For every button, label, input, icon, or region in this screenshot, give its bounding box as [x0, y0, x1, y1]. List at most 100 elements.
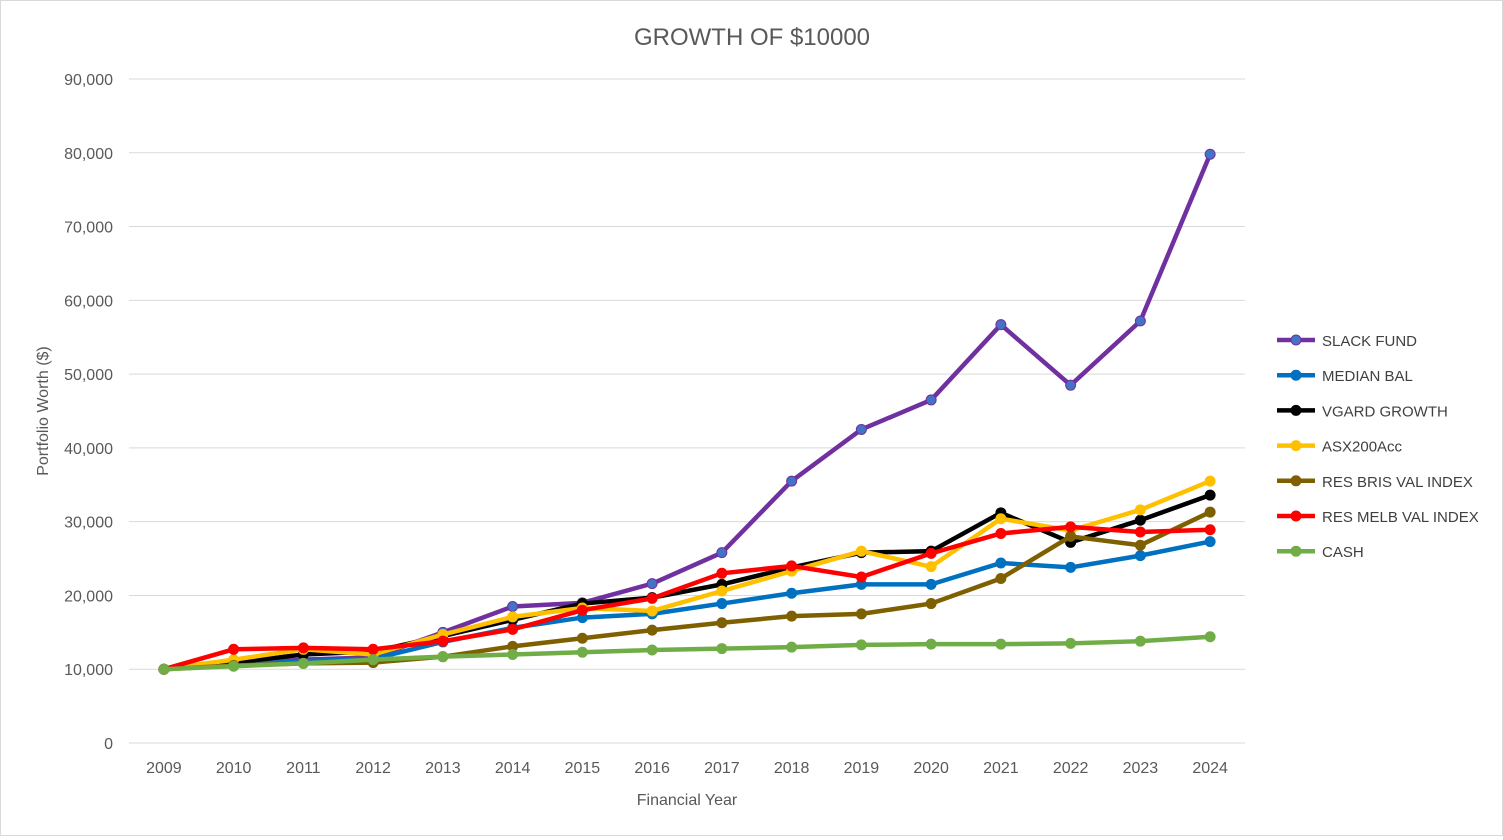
y-tick-label: 80,000 [64, 146, 113, 163]
x-tick-label: 2024 [1192, 760, 1228, 777]
y-tick-label: 0 [104, 736, 113, 753]
data-point [716, 598, 728, 610]
y-axis-label: Portfolio Worth ($) [35, 346, 52, 476]
legend-swatch-marker [1290, 475, 1302, 487]
data-point [1204, 489, 1216, 501]
legend-item: CASH [1277, 544, 1364, 561]
data-point [925, 638, 937, 650]
data-point [1204, 475, 1216, 487]
data-point [228, 660, 240, 672]
data-point [716, 567, 728, 579]
legend-item: VGARD GROWTH [1277, 403, 1448, 420]
data-point [925, 598, 937, 610]
data-point [646, 624, 658, 636]
legend-label: RES MELB VAL INDEX [1322, 509, 1479, 526]
data-point [995, 527, 1007, 539]
data-point [1134, 539, 1146, 551]
legend-swatch-marker [1290, 545, 1302, 557]
data-point [855, 639, 867, 651]
series-cash [158, 631, 1216, 675]
series-layer [158, 148, 1216, 675]
legend-label: MEDIAN BAL [1322, 368, 1413, 385]
data-point [786, 475, 798, 487]
x-tick-label: 2019 [844, 760, 880, 777]
data-point [925, 394, 937, 406]
data-point [716, 643, 728, 655]
data-point [507, 601, 519, 613]
data-point [1134, 504, 1146, 516]
x-tick-label: 2009 [146, 760, 182, 777]
data-point [507, 648, 519, 660]
data-point [925, 578, 937, 590]
data-point [1204, 631, 1216, 643]
data-point [1134, 550, 1146, 562]
x-tick-label: 2010 [216, 760, 252, 777]
data-point [716, 585, 728, 597]
legend-swatch-marker [1290, 404, 1302, 416]
x-tick-label: 2023 [1123, 760, 1159, 777]
x-axis-ticks: 2009 2010 2011 2012 2013 2014 2015 2016 2017 2018… [146, 760, 1228, 777]
y-tick-label: 10,000 [64, 662, 113, 679]
data-point [855, 545, 867, 557]
y-axis-ticks: 0 10,000 20,000 30,000 40,000 50,000 60,000 70,… [64, 72, 113, 753]
x-tick-label: 2022 [1053, 760, 1089, 777]
data-point [716, 547, 728, 559]
data-point [1134, 315, 1146, 327]
x-tick-label: 2013 [425, 760, 461, 777]
data-point [297, 657, 309, 669]
x-tick-label: 2011 [286, 760, 321, 777]
data-point [786, 641, 798, 653]
x-tick-label: 2017 [704, 760, 740, 777]
x-tick-label: 2020 [913, 760, 949, 777]
series-res-melb-val-index [158, 521, 1216, 675]
legend-swatch-marker [1290, 440, 1302, 452]
x-axis-label: Financial Year [637, 792, 738, 809]
x-tick-label: 2014 [495, 760, 531, 777]
y-tick-label: 60,000 [64, 293, 113, 310]
x-tick-label: 2016 [634, 760, 670, 777]
data-point [786, 610, 798, 622]
data-point [925, 547, 937, 559]
legend-item: SLACK FUND [1277, 333, 1417, 350]
data-point [507, 623, 519, 635]
legend-swatch-marker [1290, 510, 1302, 522]
data-point [507, 611, 519, 623]
legend-swatch-marker [1290, 334, 1302, 346]
legend-label: ASX200Acc [1322, 439, 1403, 456]
data-point [1204, 536, 1216, 548]
y-tick-label: 40,000 [64, 441, 113, 458]
data-point [995, 572, 1007, 584]
data-point [437, 635, 449, 647]
data-point [786, 587, 798, 599]
data-point [367, 643, 379, 655]
legend-label: VGARD GROWTH [1322, 403, 1448, 420]
data-point [576, 646, 588, 658]
data-point [855, 571, 867, 583]
data-point [367, 654, 379, 666]
data-point [1134, 514, 1146, 526]
series-line [161, 524, 1213, 672]
data-point [158, 663, 170, 675]
data-point [228, 643, 240, 655]
data-point [646, 605, 658, 617]
data-point [1065, 379, 1077, 391]
data-point [646, 578, 658, 590]
data-point [995, 319, 1007, 331]
legend-label: RES BRIS VAL INDEX [1322, 474, 1473, 491]
data-point [1065, 530, 1077, 542]
data-point [855, 608, 867, 620]
data-point [1204, 506, 1216, 518]
series-line [161, 634, 1213, 672]
legend-item: RES BRIS VAL INDEX [1277, 474, 1473, 491]
x-tick-label: 2015 [565, 760, 601, 777]
chart-title: GROWTH OF $10000 [634, 24, 870, 51]
data-point [855, 423, 867, 435]
gridlines [129, 78, 1245, 744]
legend: SLACK FUND MEDIAN BAL VGARD GROWTH ASX200Ac… [1277, 333, 1479, 561]
series-line [161, 478, 1213, 672]
data-point [576, 604, 588, 616]
data-point [437, 651, 449, 663]
legend-item: MEDIAN BAL [1277, 368, 1413, 385]
legend-swatch-marker [1290, 369, 1302, 381]
